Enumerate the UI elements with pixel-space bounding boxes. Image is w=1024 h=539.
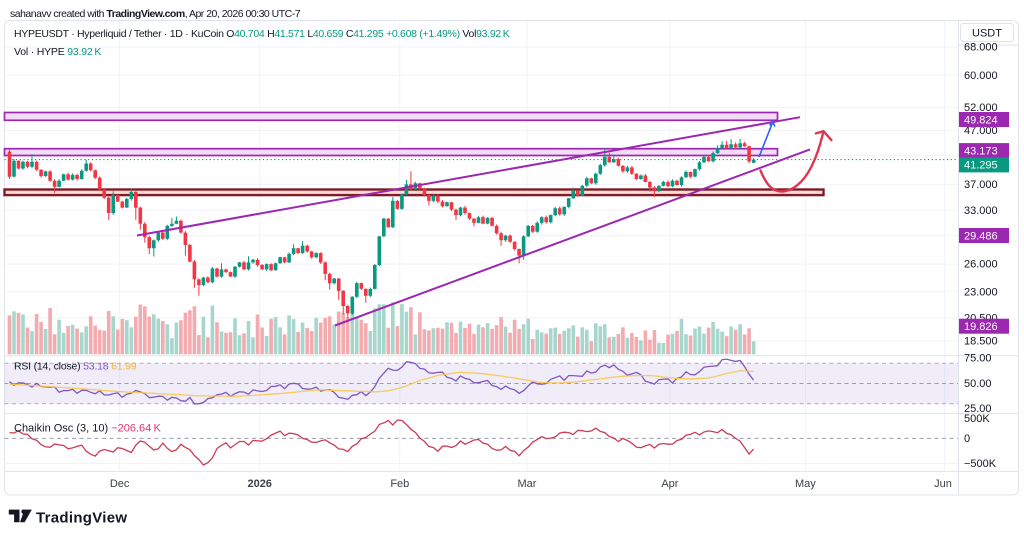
- svg-text:23.000: 23.000: [964, 286, 998, 298]
- svg-text:RSI (14, close) 53.18 61.99: RSI (14, close) 53.18 61.99: [14, 361, 137, 373]
- svg-text:Vol · HYPE 93.92 K: Vol · HYPE 93.92 K: [14, 46, 101, 58]
- svg-text:HYPEUSDT · Hyperliquid / Tethe: HYPEUSDT · Hyperliquid / Tether · 1D · K…: [14, 28, 510, 40]
- svg-text:USDT: USDT: [972, 28, 1002, 40]
- svg-text:0: 0: [964, 433, 970, 445]
- svg-text:25.00: 25.00: [964, 403, 992, 415]
- svg-text:Dec: Dec: [110, 478, 130, 490]
- svg-text:May: May: [795, 478, 816, 490]
- svg-text:Apr: Apr: [661, 478, 678, 490]
- svg-text:49.824: 49.824: [964, 114, 998, 126]
- svg-text:29.486: 29.486: [964, 230, 998, 242]
- svg-text:43.173: 43.173: [964, 145, 998, 157]
- svg-text:18.500: 18.500: [964, 336, 998, 348]
- svg-text:52.000: 52.000: [964, 102, 998, 114]
- svg-text:50.00: 50.00: [964, 378, 992, 390]
- svg-text:47.000: 47.000: [964, 125, 998, 137]
- svg-text:2026: 2026: [247, 478, 271, 490]
- svg-text:500K: 500K: [964, 413, 990, 425]
- svg-text:Feb: Feb: [390, 478, 409, 490]
- svg-text:sahanavv created with TradingV: sahanavv created with TradingView.com, A…: [10, 8, 301, 20]
- svg-text:33.000: 33.000: [964, 205, 998, 217]
- svg-text:26.000: 26.000: [964, 259, 998, 271]
- svg-text:Mar: Mar: [518, 478, 537, 490]
- svg-text:Jun: Jun: [934, 478, 952, 490]
- svg-text:−500K: −500K: [964, 458, 997, 470]
- svg-text:41.295: 41.295: [964, 160, 998, 172]
- svg-text:68.000: 68.000: [964, 42, 998, 54]
- svg-text:TradingView: TradingView: [36, 510, 127, 527]
- svg-text:Chaikin Osc (3, 10) −206.64 K: Chaikin Osc (3, 10) −206.64 K: [14, 423, 161, 435]
- svg-text:60.000: 60.000: [964, 70, 998, 82]
- svg-text:37.000: 37.000: [964, 179, 998, 191]
- svg-text:19.826: 19.826: [964, 321, 998, 333]
- svg-text:75.00: 75.00: [964, 352, 992, 364]
